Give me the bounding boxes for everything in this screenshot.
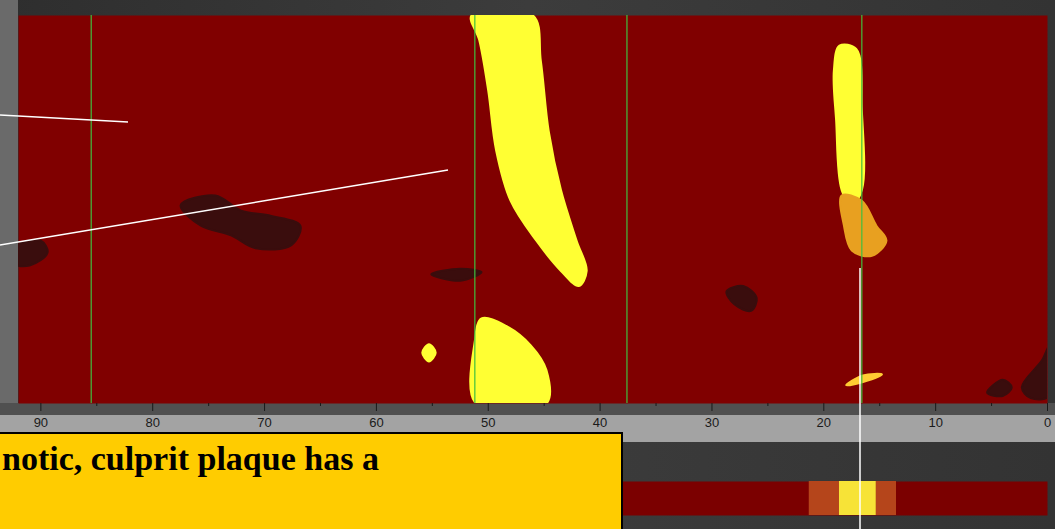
svg-text:80: 80: [145, 415, 159, 430]
svg-text:40: 40: [593, 415, 607, 430]
svg-text:30: 30: [705, 415, 719, 430]
svg-text:60: 60: [369, 415, 383, 430]
html-text:notic, culprit plaque has a: notic, culprit plaque has a: [2, 440, 379, 477]
svg-text:70: 70: [257, 415, 271, 430]
svg-text:10: 10: [928, 415, 942, 430]
svg-text:20: 20: [817, 415, 831, 430]
svg-text:50: 50: [481, 415, 495, 430]
svg-text:90: 90: [34, 415, 48, 430]
svg-text:0: 0: [1044, 415, 1051, 430]
